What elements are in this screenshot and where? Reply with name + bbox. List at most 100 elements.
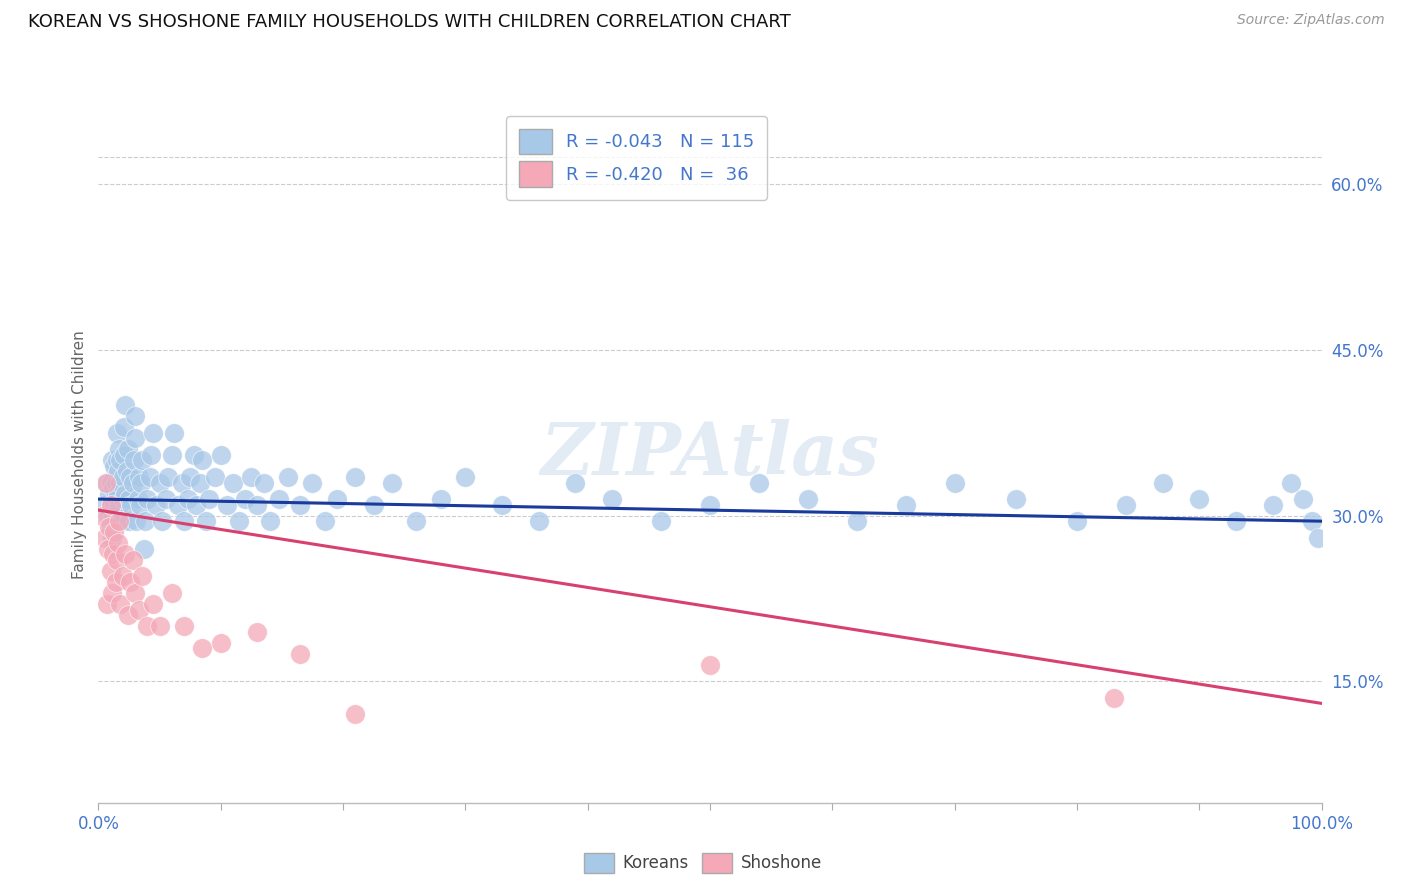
Point	[110, 475, 132, 490]
Point	[277, 470, 299, 484]
Point	[112, 448, 135, 462]
Legend: R = -0.043   N = 115, R = -0.420   N =  36: R = -0.043 N = 115, R = -0.420 N = 36	[506, 116, 766, 200]
Point	[228, 514, 250, 528]
Point	[1225, 514, 1247, 528]
Point	[127, 492, 149, 507]
Point	[222, 475, 245, 490]
Point	[122, 453, 145, 467]
Text: KOREAN VS SHOSHONE FAMILY HOUSEHOLDS WITH CHILDREN CORRELATION CHART: KOREAN VS SHOSHONE FAMILY HOUSEHOLDS WIT…	[28, 13, 790, 31]
Point	[111, 492, 134, 507]
Point	[101, 531, 124, 545]
Point	[1102, 690, 1125, 705]
Point	[454, 470, 477, 484]
Point	[100, 475, 122, 490]
Point	[107, 465, 129, 479]
Point	[1279, 475, 1302, 490]
Point	[115, 465, 138, 479]
Point	[131, 453, 153, 467]
Point	[1261, 498, 1284, 512]
Point	[96, 475, 118, 490]
Point	[344, 470, 367, 484]
Point	[160, 586, 183, 600]
Point	[301, 475, 323, 490]
Point	[105, 553, 128, 567]
Point	[131, 569, 153, 583]
Point	[191, 641, 214, 656]
Point	[149, 619, 172, 633]
Point	[91, 508, 114, 523]
Point	[136, 619, 159, 633]
Point	[314, 514, 336, 528]
Point	[94, 475, 117, 490]
Point	[149, 475, 172, 490]
Point	[259, 514, 281, 528]
Point	[118, 514, 141, 528]
Point	[112, 420, 135, 434]
Point	[107, 536, 129, 550]
Point	[103, 525, 125, 540]
Point	[894, 498, 917, 512]
Point	[163, 425, 186, 440]
Point	[120, 574, 142, 589]
Point	[121, 475, 143, 490]
Point	[845, 514, 868, 528]
Point	[100, 498, 122, 512]
Point	[139, 470, 162, 484]
Point	[104, 475, 127, 490]
Point	[93, 531, 115, 545]
Point	[269, 492, 291, 507]
Text: Source: ZipAtlas.com: Source: ZipAtlas.com	[1237, 13, 1385, 28]
Point	[124, 586, 146, 600]
Point	[125, 514, 148, 528]
Point	[117, 442, 139, 457]
Point	[173, 619, 195, 633]
Point	[121, 553, 143, 567]
Point	[363, 498, 385, 512]
Point	[183, 448, 205, 462]
Point	[943, 475, 966, 490]
Point	[491, 498, 513, 512]
Point	[150, 514, 173, 528]
Point	[108, 498, 131, 512]
Point	[128, 602, 150, 616]
Point	[114, 547, 136, 561]
Point	[98, 519, 121, 533]
Point	[157, 470, 180, 484]
Point	[1115, 498, 1137, 512]
Point	[430, 492, 453, 507]
Point	[110, 453, 132, 467]
Point	[177, 492, 200, 507]
Point	[105, 425, 128, 440]
Point	[381, 475, 404, 490]
Point	[1301, 514, 1323, 528]
Point	[1004, 492, 1026, 507]
Point	[142, 597, 165, 611]
Point	[97, 508, 120, 523]
Point	[209, 635, 232, 649]
Point	[129, 498, 152, 512]
Point	[100, 564, 122, 578]
Point	[233, 492, 256, 507]
Point	[246, 498, 269, 512]
Point	[240, 470, 263, 484]
Point	[290, 647, 312, 661]
Point	[170, 475, 193, 490]
Point	[128, 470, 150, 484]
Point	[155, 492, 177, 507]
Point	[699, 498, 721, 512]
Point	[105, 492, 128, 507]
Point	[1306, 531, 1329, 545]
Point	[96, 597, 118, 611]
Point	[114, 398, 136, 412]
Point	[111, 470, 134, 484]
Point	[326, 492, 349, 507]
Point	[167, 498, 190, 512]
Point	[100, 519, 122, 533]
Point	[104, 514, 127, 528]
Point	[93, 498, 115, 512]
Point	[101, 547, 124, 561]
Point	[564, 475, 586, 490]
Point	[111, 514, 134, 528]
Point	[173, 514, 195, 528]
Point	[120, 470, 142, 484]
